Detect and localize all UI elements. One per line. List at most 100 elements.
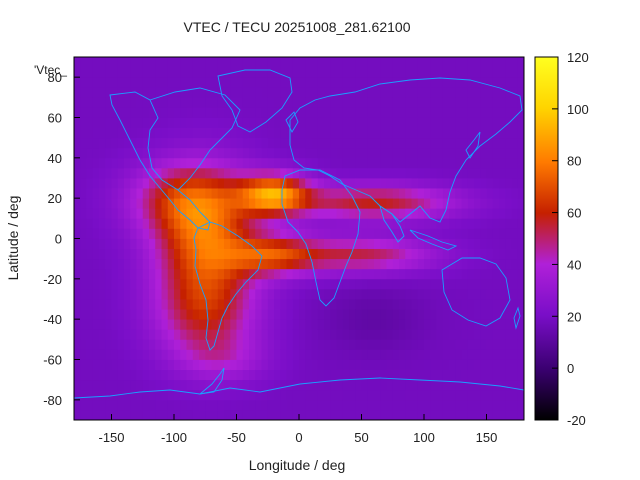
heatmap-cell [242, 369, 250, 381]
heatmap-cell [111, 309, 119, 320]
heatmap-cell [217, 369, 225, 381]
heatmap-cell [505, 77, 512, 88]
heatmap-cell [417, 137, 425, 149]
heatmap-cell [267, 77, 275, 88]
heatmap-cell [142, 57, 150, 68]
heatmap-cell [274, 339, 281, 350]
heatmap-cell [286, 309, 294, 320]
heatmap-cell [92, 87, 100, 98]
heatmap-cell [299, 369, 306, 381]
heatmap-cell [455, 77, 462, 88]
heatmap-cell [74, 208, 81, 219]
heatmap-cell [224, 97, 231, 108]
heatmap-cell [367, 87, 375, 98]
heatmap-cell [267, 258, 275, 270]
heatmap-cell [80, 57, 87, 68]
heatmap-cell [217, 178, 225, 189]
x-tick-label: -100 [161, 430, 187, 445]
heatmap-cell [336, 218, 344, 229]
heatmap-cell [405, 379, 412, 391]
heatmap-cell [492, 399, 500, 411]
heatmap-cell [192, 319, 200, 330]
heatmap-cell [492, 218, 500, 229]
heatmap-cell [161, 137, 169, 149]
heatmap-cell [86, 268, 94, 280]
heatmap-cell [367, 97, 375, 108]
heatmap-cell [174, 57, 181, 68]
heatmap-cell [405, 178, 412, 189]
heatmap-cell [355, 167, 362, 179]
heatmap-cell [486, 309, 494, 320]
heatmap-cell [467, 137, 475, 149]
heatmap-cell [292, 208, 300, 219]
heatmap-cell [311, 87, 319, 98]
heatmap-cell [155, 299, 162, 310]
heatmap-cell [299, 319, 306, 330]
heatmap-cell [130, 309, 137, 320]
heatmap-cell [361, 309, 369, 320]
heatmap-cell [299, 97, 306, 108]
heatmap-cell [249, 288, 256, 300]
heatmap-cell [367, 147, 375, 159]
heatmap-cell [411, 359, 419, 370]
heatmap-cell [142, 349, 150, 360]
heatmap-cell [280, 198, 287, 209]
heatmap-cell [99, 248, 106, 260]
heatmap-cell [324, 258, 331, 270]
heatmap-cell [117, 147, 125, 159]
heatmap-cell [399, 67, 406, 78]
heatmap-cell [92, 349, 100, 360]
heatmap-cell [330, 77, 337, 88]
heatmap-cell [242, 299, 250, 310]
heatmap-cell [280, 107, 287, 118]
heatmap-cell [492, 127, 500, 139]
heatmap-cell [130, 107, 137, 118]
heatmap-cell [149, 167, 156, 179]
heatmap-cell [467, 319, 475, 330]
heatmap-cell [242, 218, 250, 229]
heatmap-cell [136, 299, 144, 310]
heatmap-cell [399, 379, 406, 391]
heatmap-cell [324, 117, 331, 128]
heatmap-cell [217, 359, 225, 370]
heatmap-cell [317, 67, 325, 78]
heatmap-cell [511, 268, 519, 280]
heatmap-cell [442, 268, 450, 280]
heatmap-cell [442, 218, 450, 229]
heatmap-cell [380, 329, 387, 340]
heatmap-cell [280, 248, 287, 260]
heatmap-cell [430, 409, 437, 420]
heatmap-cell [499, 389, 506, 401]
heatmap-cell [405, 359, 412, 370]
heatmap-cell [124, 349, 131, 360]
heatmap-cell [192, 127, 200, 139]
heatmap-cell [511, 198, 519, 209]
heatmap-cell [236, 359, 244, 370]
heatmap-cell [392, 228, 400, 239]
heatmap-cell [117, 299, 125, 310]
heatmap-cell [299, 389, 306, 401]
heatmap-cell [492, 369, 500, 381]
heatmap-cell [392, 208, 400, 219]
heatmap-cell [349, 268, 356, 280]
heatmap-cell [374, 67, 381, 78]
heatmap-cell [386, 147, 394, 159]
heatmap-cell [105, 218, 112, 229]
heatmap-cell [330, 288, 337, 300]
heatmap-cell [142, 87, 150, 98]
heatmap-cell [136, 167, 144, 179]
heatmap-cell [124, 77, 131, 88]
heatmap-cell [274, 117, 281, 128]
heatmap-cell [511, 67, 519, 78]
heatmap-cell [474, 389, 481, 401]
heatmap-cell [424, 188, 431, 199]
heatmap-cell [186, 77, 194, 88]
heatmap-cell [455, 188, 462, 199]
heatmap-cell [374, 288, 381, 300]
heatmap-cell [242, 258, 250, 270]
heatmap-cell [236, 167, 244, 179]
heatmap-cell [267, 228, 275, 239]
heatmap-cell [367, 389, 375, 401]
heatmap-cell [167, 178, 175, 189]
heatmap-cell [136, 389, 144, 401]
